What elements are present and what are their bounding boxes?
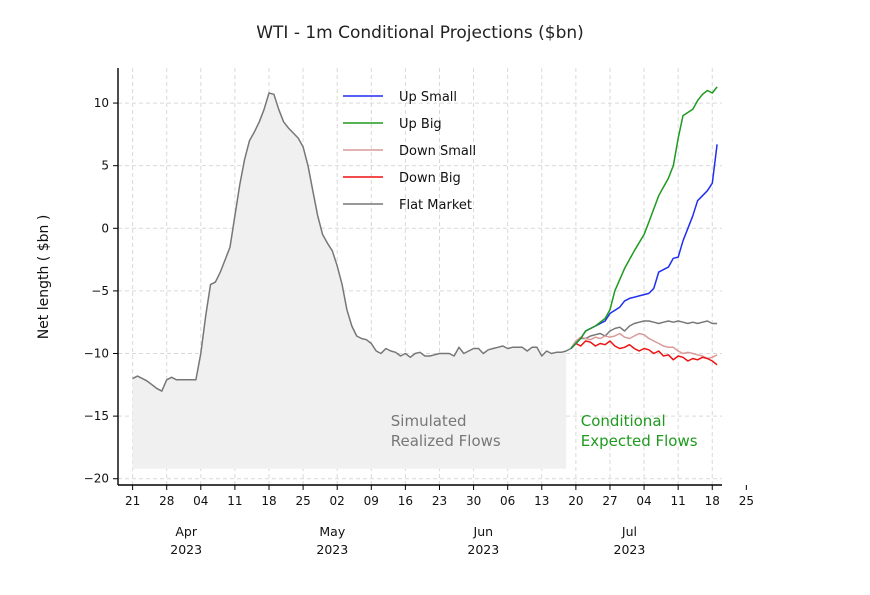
- x-tick-label: 27: [602, 494, 617, 508]
- annotation-text: Realized Flows: [391, 432, 501, 450]
- x-tick-label: 04: [636, 494, 651, 508]
- y-tick-label: −5: [91, 284, 109, 298]
- year-label: 2023: [614, 542, 646, 557]
- x-tick-label: 13: [534, 494, 549, 508]
- x-tick-label: 18: [261, 494, 276, 508]
- x-tick-label: 11: [227, 494, 242, 508]
- series-line-down-small: [570, 332, 718, 360]
- series-line-up-small: [570, 144, 718, 350]
- x-tick-label: 04: [193, 494, 208, 508]
- realized-area-fill: [132, 93, 567, 469]
- y-tick-label: 0: [101, 221, 109, 235]
- month-label: Jun: [473, 524, 494, 539]
- annotation-text: Conditional: [581, 412, 666, 430]
- x-tick-label: 30: [466, 494, 481, 508]
- x-tick-label: 02: [330, 494, 345, 508]
- month-label: Jul: [621, 524, 637, 539]
- series-line-up-big: [570, 86, 718, 350]
- legend-entry-label: Up Big: [399, 117, 442, 132]
- month-label: May: [319, 524, 345, 539]
- legend-entry-label: Up Small: [399, 90, 457, 105]
- x-axis-ticks: 21 28 04 11 18 25 02 09 16 23 30 06 13 20 27 04 11 18 25: [125, 485, 754, 508]
- x-tick-label: 06: [500, 494, 515, 508]
- annotations: Simulated Realized Flows Conditional Expect…: [391, 412, 698, 450]
- realized-fill-area: [132, 93, 567, 469]
- year-label: 2023: [316, 542, 348, 557]
- y-tick-label: 10: [94, 96, 109, 110]
- x-tick-label: 18: [705, 494, 720, 508]
- x-tick-label: 25: [739, 494, 754, 508]
- year-label: 2023: [467, 542, 499, 557]
- x-tick-label: 28: [159, 494, 174, 508]
- x-tick-label: 16: [398, 494, 413, 508]
- series-line-flat-market: [570, 320, 718, 349]
- series-line-down-big: [570, 340, 718, 366]
- x-tick-label: 20: [568, 494, 583, 508]
- x-tick-label: 25: [295, 494, 310, 508]
- x-tick-label: 09: [364, 494, 379, 508]
- month-label: Apr: [175, 524, 197, 539]
- x-tick-label: 11: [671, 494, 686, 508]
- y-tick-label: 5: [101, 159, 109, 173]
- year-label: 2023: [170, 542, 202, 557]
- series-lines: [132, 86, 718, 392]
- y-axis-ticks: 10 5 0 −5 −10 −15 −20: [84, 96, 118, 486]
- x-tick-label: 23: [432, 494, 447, 508]
- legend: Up Small Up Big Down Small Down Big Flat Mar…: [343, 90, 476, 213]
- annotation-text: Simulated: [391, 412, 467, 430]
- y-tick-label: −15: [84, 409, 109, 423]
- axes: [117, 68, 722, 486]
- month-labels: Apr 2023 May 2023 Jun 2023 Jul 2023: [170, 524, 645, 557]
- y-tick-label: −10: [84, 347, 109, 361]
- chart-title: WTI - 1m Conditional Projections ($bn): [256, 23, 584, 43]
- legend-entry-label: Down Big: [399, 171, 461, 186]
- legend-entry-label: Flat Market: [399, 198, 472, 213]
- annotation-text: Expected Flows: [581, 432, 698, 450]
- y-tick-label: −20: [84, 472, 109, 486]
- x-tick-label: 21: [125, 494, 140, 508]
- series-line-simulated-realized-flows: [132, 92, 572, 392]
- y-axis-label: Net length ( $bn ): [36, 215, 52, 340]
- legend-entry-label: Down Small: [399, 144, 476, 159]
